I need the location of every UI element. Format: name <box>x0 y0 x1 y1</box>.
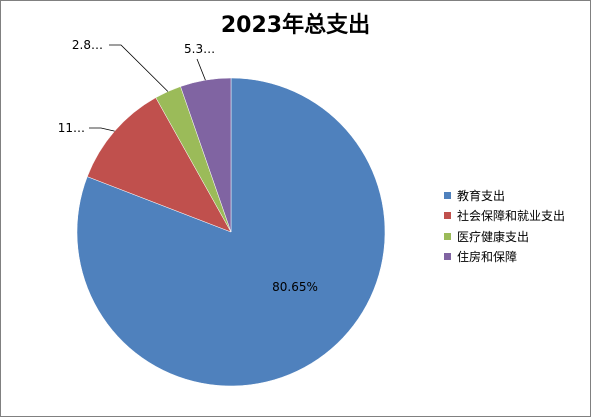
leader-line-2 <box>89 127 115 132</box>
chart-title: 2023年总支出 <box>220 13 371 38</box>
legend-label: 社会保障和就业支出 <box>457 209 566 224</box>
legend-label: 医疗健康支出 <box>457 229 530 244</box>
legend-swatch <box>444 253 451 261</box>
data-label-2: 11… <box>58 121 85 135</box>
pie-slice-4 <box>180 77 232 233</box>
legend-swatch <box>444 232 451 240</box>
data-label-1: 80.65% <box>272 280 318 294</box>
data-label-4: 5.3… <box>184 42 215 56</box>
legend-label: 住房和保障 <box>457 250 518 265</box>
pie-slice-2 <box>86 97 232 233</box>
legend-item: 住房和保障 <box>444 247 565 268</box>
legend-item: 社会保障和就业支出 <box>444 206 565 227</box>
legend-label: 教育支出 <box>457 188 506 203</box>
data-label-3: 2.8… <box>72 38 103 52</box>
chart-legend: 教育支出社会保障和就业支出 医疗健康支出 住房和保障 <box>444 185 565 267</box>
legend-item: 医疗健康支出 <box>444 226 565 247</box>
legend-swatch <box>444 191 451 199</box>
leader-line-3 <box>109 44 169 92</box>
legend-item: 教育支出 <box>444 185 565 206</box>
legend-swatch <box>444 212 451 220</box>
leader-line-4 <box>196 58 206 81</box>
